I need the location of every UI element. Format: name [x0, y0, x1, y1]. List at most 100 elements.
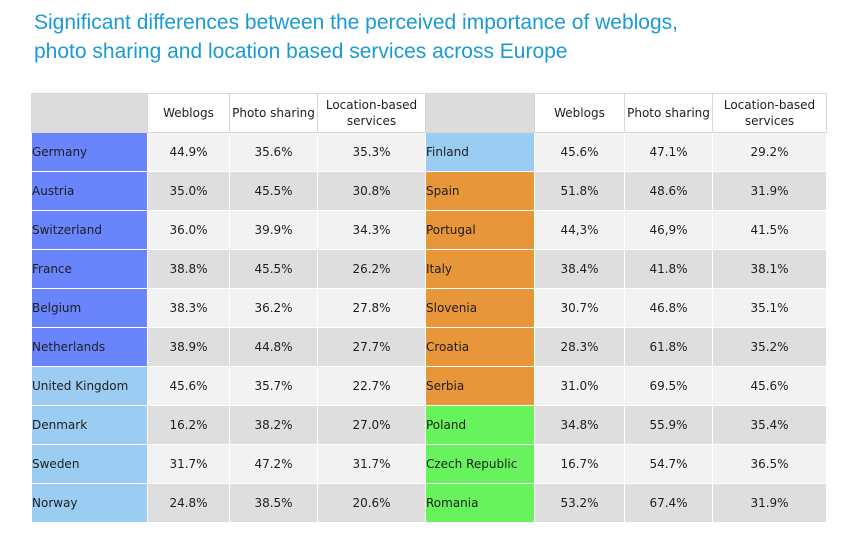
location-based-cell: 45.6%	[712, 366, 827, 406]
country-comparison-table: Weblogs Photo sharing Location-based ser…	[31, 93, 827, 523]
location-based-cell: 35.4%	[712, 405, 827, 445]
country-cell: France	[31, 249, 148, 289]
header-weblogs-left: Weblogs	[147, 93, 230, 133]
location-based-cell: 29.2%	[712, 132, 827, 172]
weblogs-cell: 38.9%	[147, 327, 230, 367]
table-row: Norway 24.8% 38.5% 20.6% Romania 53.2% 67.4% 31…	[31, 483, 827, 523]
weblogs-cell: 16.7%	[534, 444, 625, 484]
table-row: Sweden 31.7% 47.2% 31.7% Czech Republic 16.7%…	[31, 444, 827, 484]
country-cell: Serbia	[425, 366, 535, 406]
header-blank-right	[425, 93, 535, 133]
country-cell: Italy	[425, 249, 535, 289]
weblogs-cell: 38.4%	[534, 249, 625, 289]
location-based-cell: 20.6%	[317, 483, 426, 523]
photo-sharing-cell: 47.1%	[624, 132, 713, 172]
photo-sharing-cell: 45.5%	[229, 249, 318, 289]
header-location-line2: services	[744, 114, 795, 128]
table-row: Belgium 38.3% 36.2% 27.8% Slovenia 30.7% 46.8%…	[31, 288, 827, 328]
location-based-cell: 27.0%	[317, 405, 426, 445]
weblogs-cell: 28.3%	[534, 327, 625, 367]
table-row: Austria 35.0% 45.5% 30.8% Spain 51.8% 48.6% 31.…	[31, 171, 827, 211]
country-cell: Poland	[425, 405, 535, 445]
location-based-cell: 27.8%	[317, 288, 426, 328]
location-based-cell: 35.2%	[712, 327, 827, 367]
weblogs-cell: 38.8%	[147, 249, 230, 289]
location-based-cell: 38.1%	[712, 249, 827, 289]
location-based-cell: 26.2%	[317, 249, 426, 289]
photo-sharing-cell: 41.8%	[624, 249, 713, 289]
page-title: Significant differences between the perc…	[34, 8, 834, 66]
header-blank-left	[31, 93, 148, 133]
location-based-cell: 35.1%	[712, 288, 827, 328]
photo-sharing-cell: 46,9%	[624, 210, 713, 250]
photo-sharing-cell: 47.2%	[229, 444, 318, 484]
photo-sharing-cell: 38.2%	[229, 405, 318, 445]
photo-sharing-cell: 55.9%	[624, 405, 713, 445]
photo-sharing-cell: 44.8%	[229, 327, 318, 367]
table-row: Switzerland 36.0% 39.9% 34.3% Portugal 44,3% 4…	[31, 210, 827, 250]
country-cell: Sweden	[31, 444, 148, 484]
weblogs-cell: 51.8%	[534, 171, 625, 211]
country-cell: Switzerland	[31, 210, 148, 250]
country-cell: Germany	[31, 132, 148, 172]
weblogs-cell: 34.8%	[534, 405, 625, 445]
country-cell: Finland	[425, 132, 535, 172]
location-based-cell: 34.3%	[317, 210, 426, 250]
header-weblogs-right: Weblogs	[534, 93, 625, 133]
header-location-line2: services	[346, 114, 397, 128]
header-location-line1: Location-based	[325, 98, 418, 112]
weblogs-cell: 36.0%	[147, 210, 230, 250]
country-cell: Portugal	[425, 210, 535, 250]
photo-sharing-cell: 38.5%	[229, 483, 318, 523]
country-cell: Romania	[425, 483, 535, 523]
country-cell: Denmark	[31, 405, 148, 445]
location-based-cell: 31.9%	[712, 483, 827, 523]
photo-sharing-cell: 46.8%	[624, 288, 713, 328]
location-based-cell: 22.7%	[317, 366, 426, 406]
photo-sharing-cell: 48.6%	[624, 171, 713, 211]
location-based-cell: 27.7%	[317, 327, 426, 367]
header-photo-sharing-right: Photo sharing	[624, 93, 713, 133]
weblogs-cell: 45.6%	[534, 132, 625, 172]
country-cell: Netherlands	[31, 327, 148, 367]
photo-sharing-cell: 67.4%	[624, 483, 713, 523]
country-cell: Czech Republic	[425, 444, 535, 484]
country-cell: Slovenia	[425, 288, 535, 328]
country-cell: Spain	[425, 171, 535, 211]
country-cell: Croatia	[425, 327, 535, 367]
location-based-cell: 31.7%	[317, 444, 426, 484]
table-body: Germany 44.9% 35.6% 35.3% Finland 45.6% 47.1% 2…	[31, 132, 827, 523]
photo-sharing-cell: 35.7%	[229, 366, 318, 406]
title-line-1: Significant differences between the perc…	[34, 11, 678, 34]
photo-sharing-cell: 61.8%	[624, 327, 713, 367]
weblogs-cell: 16.2%	[147, 405, 230, 445]
weblogs-cell: 44.9%	[147, 132, 230, 172]
location-based-cell: 41.5%	[712, 210, 827, 250]
table-row: Germany 44.9% 35.6% 35.3% Finland 45.6% 47.1% 2…	[31, 132, 827, 172]
table-row: Denmark 16.2% 38.2% 27.0% Poland 34.8% 55.9% 35…	[31, 405, 827, 445]
table-row: France 38.8% 45.5% 26.2% Italy 38.4% 41.8% 38.1…	[31, 249, 827, 289]
table-row: Netherlands 38.9% 44.8% 27.7% Croatia 28.3% 61…	[31, 327, 827, 367]
country-cell: United Kingdom	[31, 366, 148, 406]
weblogs-cell: 30.7%	[534, 288, 625, 328]
weblogs-cell: 38.3%	[147, 288, 230, 328]
table-header-row: Weblogs Photo sharing Location-based ser…	[31, 93, 827, 133]
country-cell: Austria	[31, 171, 148, 211]
header-location-line1: Location-based	[723, 98, 816, 112]
weblogs-cell: 44,3%	[534, 210, 625, 250]
country-cell: Norway	[31, 483, 148, 523]
table-row: United Kingdom 45.6% 35.7% 22.7% Serbia 31.0%…	[31, 366, 827, 406]
country-cell: Belgium	[31, 288, 148, 328]
photo-sharing-cell: 35.6%	[229, 132, 318, 172]
header-photo-sharing-left: Photo sharing	[229, 93, 318, 133]
photo-sharing-cell: 39.9%	[229, 210, 318, 250]
header-location-right: Location-based services	[712, 93, 827, 133]
photo-sharing-cell: 36.2%	[229, 288, 318, 328]
weblogs-cell: 31.7%	[147, 444, 230, 484]
photo-sharing-cell: 69.5%	[624, 366, 713, 406]
photo-sharing-cell: 45.5%	[229, 171, 318, 211]
weblogs-cell: 35.0%	[147, 171, 230, 211]
location-based-cell: 30.8%	[317, 171, 426, 211]
location-based-cell: 35.3%	[317, 132, 426, 172]
weblogs-cell: 31.0%	[534, 366, 625, 406]
